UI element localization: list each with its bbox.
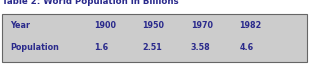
Text: 3.58: 3.58 xyxy=(191,43,211,52)
Text: 1982: 1982 xyxy=(240,22,262,30)
Text: 4.6: 4.6 xyxy=(240,43,254,52)
Text: 2.51: 2.51 xyxy=(142,43,162,52)
FancyBboxPatch shape xyxy=(2,14,307,62)
Text: 1950: 1950 xyxy=(142,22,164,30)
Text: 1970: 1970 xyxy=(191,22,213,30)
Text: 1900: 1900 xyxy=(94,22,116,30)
Text: Year: Year xyxy=(10,22,30,30)
Text: Population: Population xyxy=(10,43,59,52)
Text: Table 2: World Population in Billions: Table 2: World Population in Billions xyxy=(2,0,179,6)
Text: 1.6: 1.6 xyxy=(94,43,108,52)
